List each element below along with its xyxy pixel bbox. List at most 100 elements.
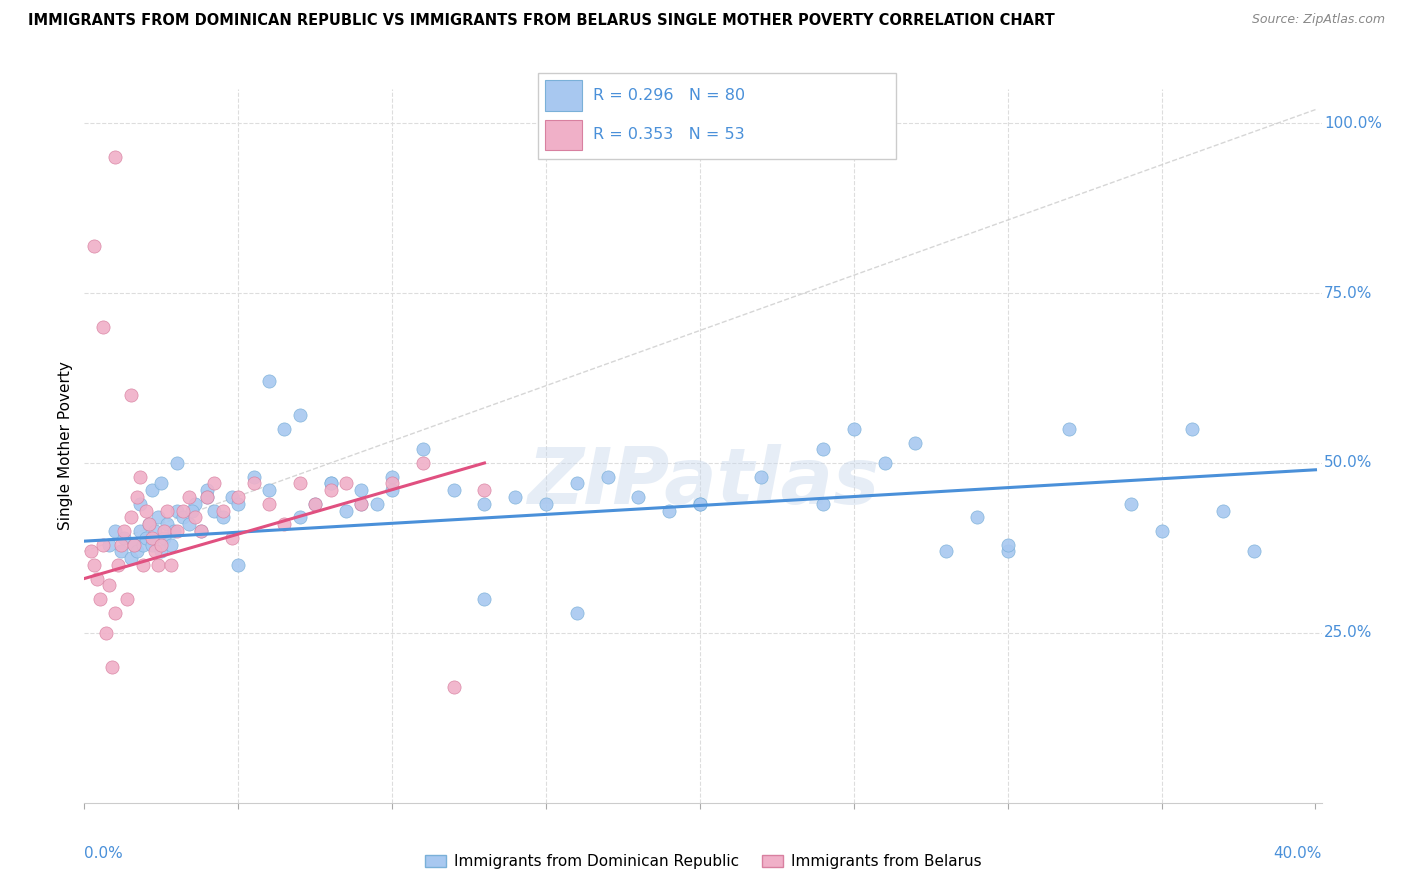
Point: [141, 537, 163, 551]
Point: [443, 680, 465, 694]
Point: [101, 660, 124, 674]
Point: [474, 497, 496, 511]
FancyBboxPatch shape: [546, 120, 582, 150]
Point: [120, 510, 142, 524]
Point: [412, 442, 434, 457]
Point: [304, 497, 326, 511]
Point: [350, 497, 373, 511]
Point: [135, 503, 157, 517]
Point: [1243, 544, 1265, 558]
Point: [143, 524, 166, 538]
Point: [257, 375, 280, 389]
Point: [381, 469, 404, 483]
Point: [122, 537, 145, 551]
Text: 50.0%: 50.0%: [1324, 456, 1372, 470]
Point: [150, 544, 173, 558]
Point: [104, 524, 127, 538]
Point: [128, 524, 150, 538]
Text: R = 0.353   N = 53: R = 0.353 N = 53: [593, 128, 744, 142]
Point: [1212, 503, 1234, 517]
Text: R = 0.296   N = 80: R = 0.296 N = 80: [593, 88, 745, 103]
Point: [125, 544, 148, 558]
Legend: Immigrants from Dominican Republic, Immigrants from Belarus: Immigrants from Dominican Republic, Immi…: [419, 848, 987, 875]
Point: [751, 469, 773, 483]
Point: [197, 483, 219, 498]
Point: [125, 490, 148, 504]
Point: [1057, 422, 1080, 436]
Point: [474, 591, 496, 606]
Point: [288, 510, 311, 524]
Point: [197, 490, 219, 504]
Text: 100.0%: 100.0%: [1324, 116, 1382, 131]
Point: [226, 558, 249, 572]
Point: [159, 537, 181, 551]
Point: [148, 510, 170, 524]
Point: [627, 490, 650, 504]
Text: 0.0%: 0.0%: [84, 846, 124, 861]
Point: [190, 524, 212, 538]
Point: [150, 476, 173, 491]
FancyBboxPatch shape: [538, 73, 896, 159]
Point: [172, 503, 194, 517]
Point: [319, 476, 342, 491]
Point: [98, 578, 121, 592]
Point: [166, 456, 188, 470]
Point: [120, 551, 142, 566]
Point: [904, 435, 927, 450]
Point: [319, 483, 342, 498]
Point: [1119, 497, 1142, 511]
Point: [304, 497, 326, 511]
Point: [811, 442, 834, 457]
Point: [350, 497, 373, 511]
Text: Source: ZipAtlas.com: Source: ZipAtlas.com: [1251, 13, 1385, 27]
Point: [172, 510, 194, 524]
Point: [997, 537, 1019, 551]
Point: [381, 483, 404, 498]
Point: [366, 497, 388, 511]
Point: [104, 606, 127, 620]
Point: [689, 497, 711, 511]
Point: [350, 483, 373, 498]
Text: 40.0%: 40.0%: [1274, 846, 1322, 861]
Point: [226, 490, 249, 504]
Point: [112, 531, 135, 545]
Point: [935, 544, 957, 558]
Point: [159, 558, 181, 572]
Point: [110, 537, 132, 551]
Point: [150, 537, 173, 551]
Point: [181, 503, 204, 517]
Point: [212, 510, 235, 524]
Point: [86, 572, 108, 586]
Point: [112, 524, 135, 538]
Point: [177, 490, 200, 504]
Point: [212, 503, 235, 517]
Point: [412, 456, 434, 470]
Point: [110, 544, 132, 558]
Point: [873, 456, 896, 470]
Point: [997, 544, 1019, 558]
Point: [153, 531, 176, 545]
Text: 25.0%: 25.0%: [1324, 625, 1372, 640]
Point: [104, 150, 127, 164]
FancyBboxPatch shape: [546, 80, 582, 111]
Point: [128, 469, 150, 483]
Point: [474, 483, 496, 498]
Point: [273, 517, 295, 532]
Point: [138, 517, 160, 532]
Point: [257, 483, 280, 498]
Point: [288, 476, 311, 491]
Point: [138, 517, 160, 532]
Point: [565, 476, 588, 491]
Point: [335, 476, 357, 491]
Point: [143, 544, 166, 558]
Point: [273, 422, 295, 436]
Point: [811, 497, 834, 511]
Point: [288, 409, 311, 423]
Point: [166, 503, 188, 517]
Point: [148, 558, 170, 572]
Text: 75.0%: 75.0%: [1324, 285, 1372, 301]
Point: [226, 497, 249, 511]
Point: [658, 503, 681, 517]
Point: [184, 510, 207, 524]
Point: [443, 483, 465, 498]
